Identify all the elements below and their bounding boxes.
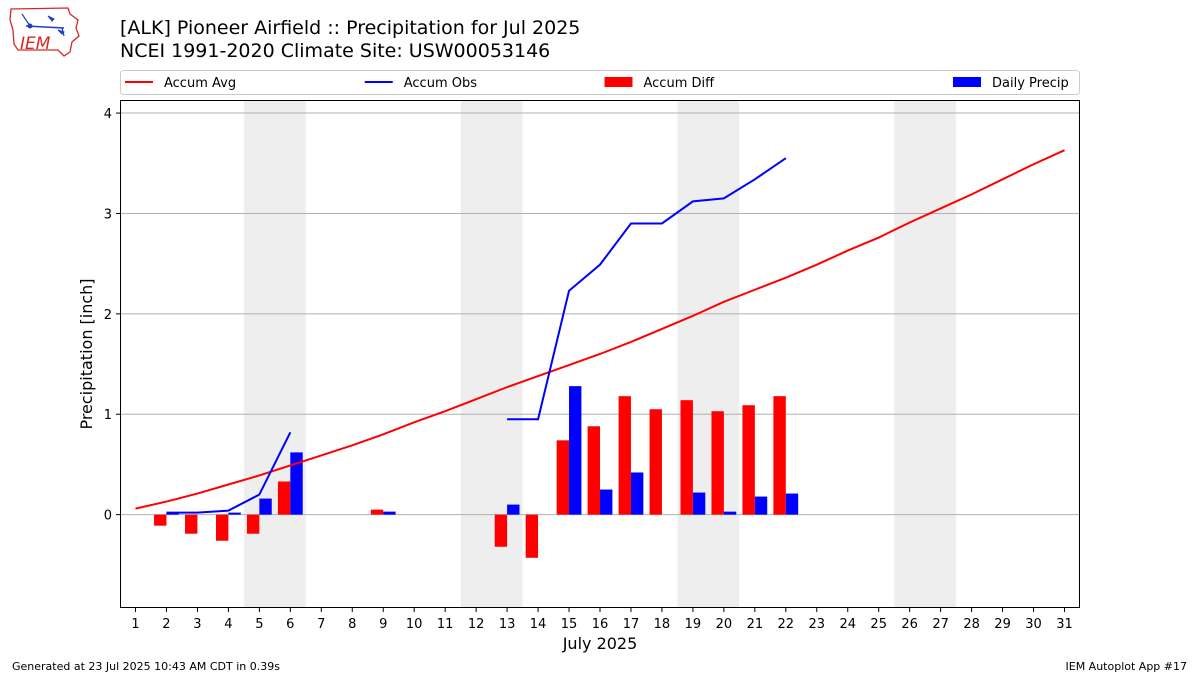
legend-label: Accum Obs [404, 76, 477, 91]
x-tick-label: 18 [654, 617, 671, 632]
lines [135, 149, 1065, 514]
x-tick-label: 7 [317, 617, 325, 632]
accum-diff-bar [277, 481, 291, 515]
x-tick-label: 11 [437, 617, 454, 632]
x-tick-label: 13 [499, 617, 516, 632]
x-tick-label: 16 [592, 617, 609, 632]
y-tick-label: 0 [104, 509, 112, 524]
weather-vane-icon [21, 13, 65, 37]
x-tick-label: 24 [839, 617, 856, 632]
accum-diff-bar [185, 514, 198, 534]
accum-diff-bar [742, 405, 755, 515]
accum-diff-bar [649, 409, 662, 515]
accum-diff-bar [154, 514, 167, 526]
x-tick-label: 23 [809, 617, 826, 632]
accum-diff-bar [525, 514, 539, 558]
x-tick-label: 6 [286, 617, 294, 632]
x-tick-label: 21 [747, 617, 764, 632]
daily-precip-bar [259, 498, 272, 515]
chart-subtitle: NCEI 1991-2020 Climate Site: USW00053146 [120, 40, 551, 62]
daily-precip-bar [600, 489, 613, 515]
accum-diff-bar [370, 509, 384, 515]
footer-generated: Generated at 23 Jul 2025 10:43 AM CDT in… [12, 660, 280, 673]
legend-label: Accum Diff [644, 76, 716, 91]
x-tick-label: 31 [1056, 617, 1073, 632]
daily-precip-bar [228, 512, 241, 515]
legend-label: Daily Precip [992, 76, 1069, 91]
x-tick-label: 22 [778, 617, 795, 632]
accum-diff-bar [494, 514, 508, 547]
footer-app: IEM Autoplot App #17 [1065, 660, 1188, 673]
y-tick-label: 2 [104, 308, 112, 323]
accum-diff-bar [556, 440, 570, 515]
y-tick-label: 3 [104, 207, 112, 222]
accum-obs-line [507, 157, 787, 421]
x-tick-label: 12 [468, 617, 485, 632]
x-tick-label: 29 [994, 617, 1011, 632]
accum-diff-bar [246, 514, 260, 534]
accum-diff-bar [773, 396, 786, 515]
y-tick-label: 1 [104, 408, 112, 423]
x-tick-label: 26 [901, 617, 918, 632]
legend-bar-swatch [604, 77, 633, 87]
iem-logo: IEM [9, 7, 80, 57]
x-tick-label: 10 [406, 617, 423, 632]
daily-precip-bar [754, 496, 768, 515]
x-tick-label: 14 [530, 617, 547, 632]
daily-precip-bar [507, 504, 520, 515]
y-axis-label: Precipitation [inch] [77, 278, 96, 429]
accum-obs-line [166, 431, 292, 514]
chart-title: [ALK] Pioneer Airfield :: Precipitation … [120, 17, 581, 39]
accum-diff-bar [216, 514, 229, 541]
accum-diff-bar [711, 411, 724, 515]
accum-diff-bar [587, 426, 600, 515]
weekend-shading [243, 100, 957, 608]
x-tick-label: 9 [379, 617, 387, 632]
legend-bar-swatch [953, 77, 981, 87]
x-tick-label: 20 [716, 617, 733, 632]
weekend-shade [894, 100, 957, 608]
iem-logo-text: IEM [20, 34, 51, 54]
x-tick-label: 25 [870, 617, 887, 632]
accum-diff-bar [618, 396, 631, 515]
accum-diff-bar [680, 400, 693, 515]
legend: Accum Avg Accum Obs Accum Diff Daily Precip [120, 70, 1080, 95]
daily-precip-bar [290, 452, 303, 515]
x-tick-label: 15 [561, 617, 578, 632]
weekend-shade [460, 100, 523, 608]
plot-frame [120, 100, 1080, 608]
iowa-outline [9, 7, 80, 57]
daily-precip-bar [723, 511, 737, 515]
daily-precip-bar [785, 493, 799, 515]
x-tick-label: 27 [932, 617, 949, 632]
daily-precip-bar [383, 511, 396, 515]
daily-precip-bar [166, 512, 179, 515]
x-tick-label: 5 [255, 617, 263, 632]
accum-avg-line [135, 149, 1065, 510]
x-tick-label: 1 [131, 617, 139, 632]
legend-box [120, 70, 1080, 95]
x-tick-label: 28 [963, 617, 980, 632]
y-tick-label: 4 [104, 107, 112, 122]
bars [154, 386, 799, 558]
x-tick-label: 19 [685, 617, 702, 632]
weekend-shade [677, 100, 740, 608]
daily-precip-bar [569, 386, 582, 515]
x-tick-label: 2 [162, 617, 170, 632]
daily-precip-bar [692, 492, 706, 515]
x-tick-label: 3 [193, 617, 201, 632]
x-tick-label: 17 [623, 617, 640, 632]
x-axis-label: July 2025 [562, 634, 638, 653]
x-tick-label: 30 [1025, 617, 1042, 632]
x-tick-label: 4 [224, 617, 232, 632]
legend-label: Accum Avg [164, 76, 236, 91]
daily-precip-bar [630, 472, 644, 515]
x-tick-label: 8 [348, 617, 356, 632]
